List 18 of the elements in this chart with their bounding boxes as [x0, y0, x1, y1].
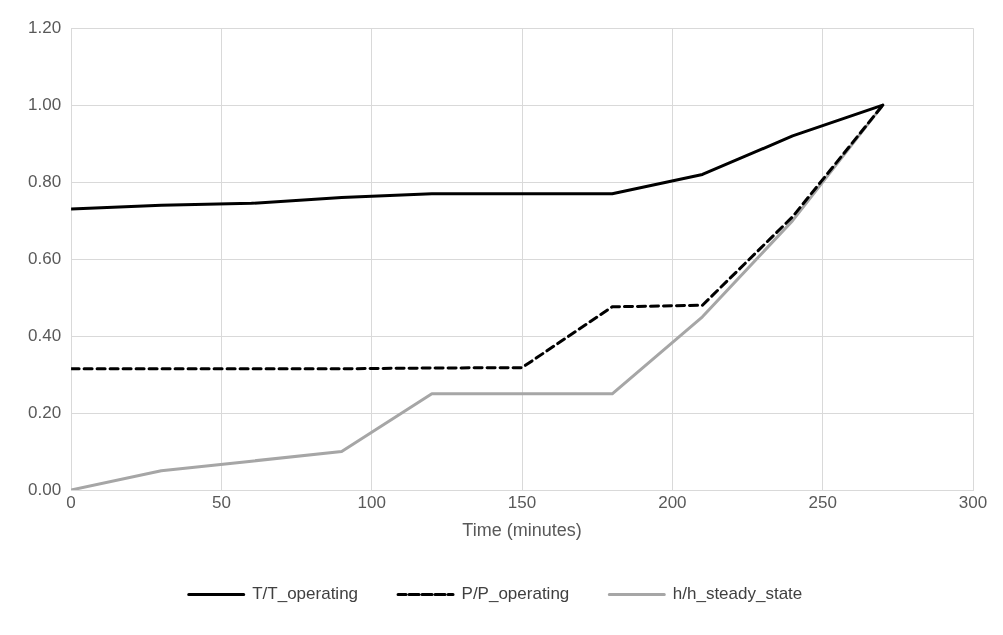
- legend-label: h/h_steady_state: [672, 584, 803, 604]
- x-tick-label: 100: [357, 492, 386, 512]
- x-tick-label: 0: [66, 492, 76, 512]
- x-tick-label: 250: [808, 492, 837, 512]
- x-axis-title: Time (minutes): [462, 520, 582, 541]
- y-tick-label: 0.00: [27, 479, 62, 499]
- y-tick-label: 0.20: [27, 402, 62, 422]
- y-tick-label: 1.00: [27, 94, 62, 114]
- y-tick-label: 0.80: [27, 171, 62, 191]
- y-tick-label: 0.60: [27, 248, 62, 268]
- x-tick-label: 300: [958, 492, 988, 512]
- x-tick-label: 50: [211, 492, 231, 512]
- y-tick-label: 1.20: [27, 17, 62, 37]
- y-tick-label: 0.40: [27, 325, 62, 345]
- legend-label: T/T_operating: [252, 584, 359, 604]
- legend-label: P/P_operating: [461, 584, 570, 604]
- x-tick-label: 200: [658, 492, 687, 512]
- x-tick-label: 150: [507, 492, 537, 512]
